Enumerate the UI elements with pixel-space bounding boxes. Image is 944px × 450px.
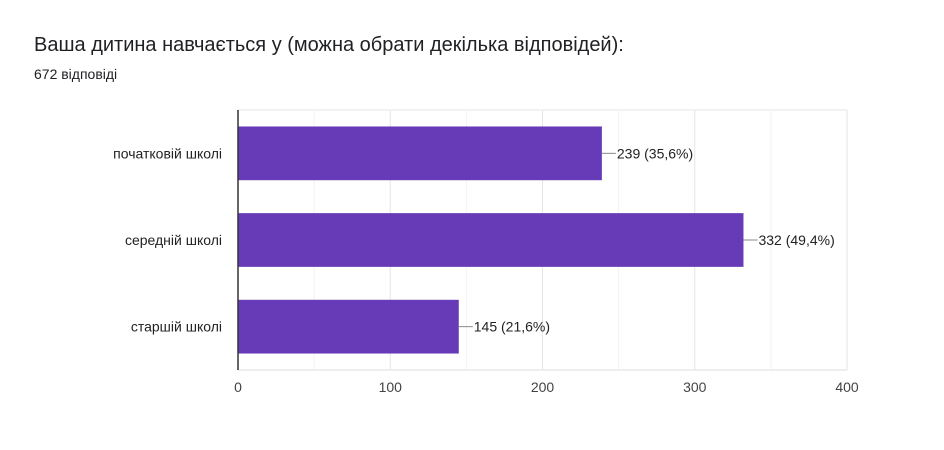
x-tick-label: 100 bbox=[379, 379, 403, 395]
category-label: середній школі bbox=[125, 232, 222, 248]
x-tick-label: 0 bbox=[234, 379, 242, 395]
category-label: старшій школі bbox=[131, 319, 222, 335]
category-label: початковій школі bbox=[113, 145, 222, 161]
data-label: 239 (35,6%) bbox=[617, 145, 693, 161]
bar bbox=[238, 299, 459, 354]
x-tick-label: 400 bbox=[835, 379, 859, 395]
data-label: 332 (49,4%) bbox=[758, 232, 834, 248]
bar bbox=[238, 126, 602, 181]
x-tick-label: 300 bbox=[683, 379, 707, 395]
bar bbox=[238, 213, 744, 267]
chart-title: Ваша дитина навчається у (можна обрати д… bbox=[34, 34, 624, 56]
response-count: 672 відповіді bbox=[34, 66, 118, 82]
data-label: 145 (21,6%) bbox=[474, 319, 550, 335]
x-tick-label: 200 bbox=[531, 379, 555, 395]
